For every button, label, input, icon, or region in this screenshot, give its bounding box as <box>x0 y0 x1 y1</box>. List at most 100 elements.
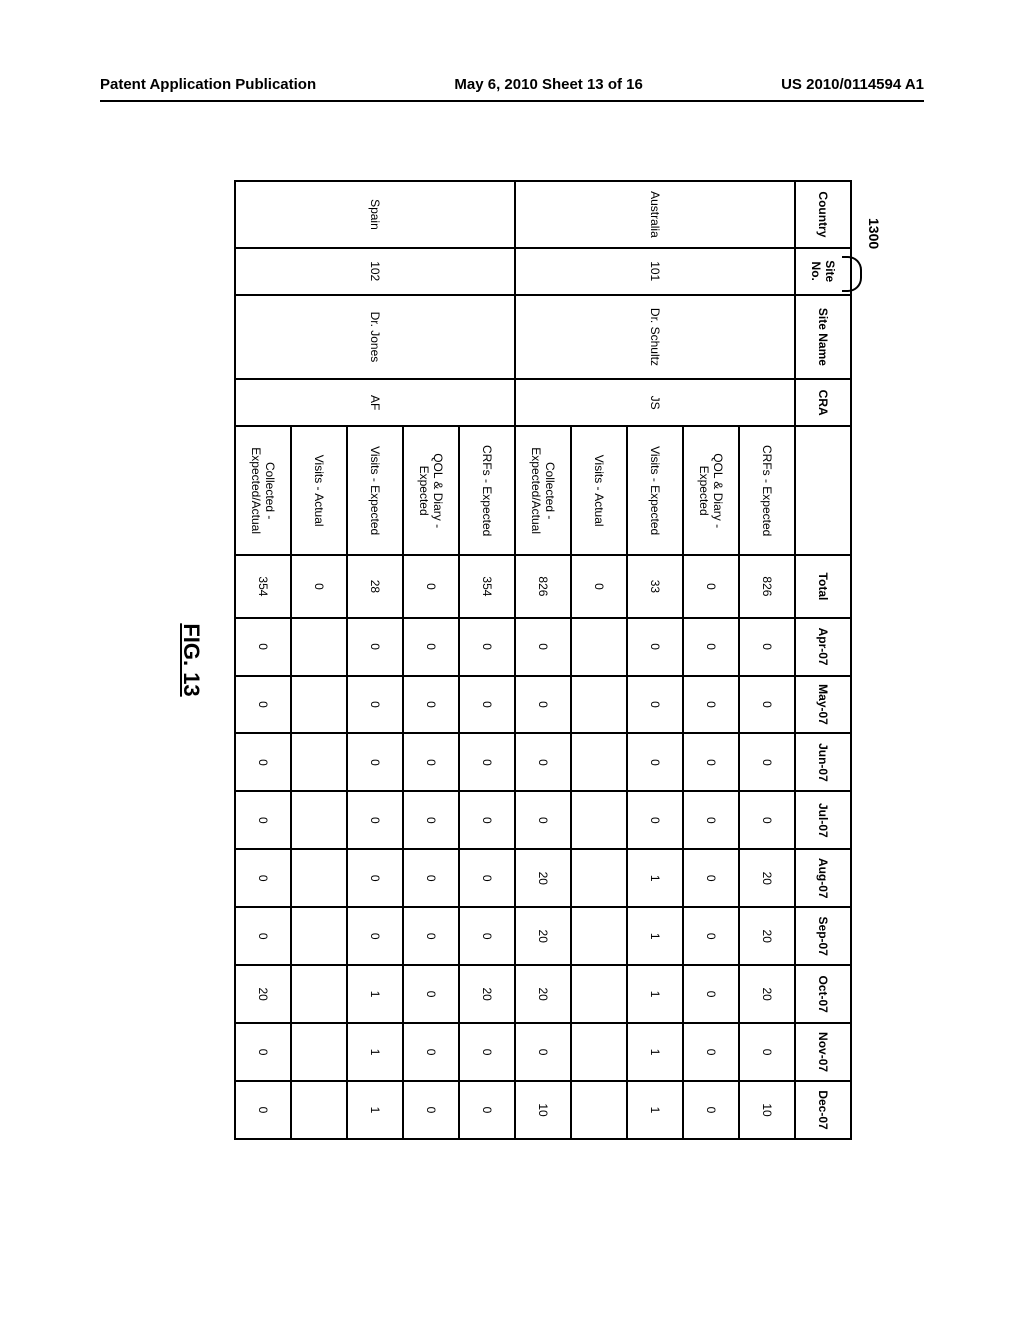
cell-value: 0 <box>515 791 571 849</box>
cell-value <box>571 618 627 676</box>
cell-value: 0 <box>627 791 683 849</box>
cell-sitename: Dr. Schultz <box>515 295 795 380</box>
col-sitename: Site Name <box>795 295 851 380</box>
cell-value: 0 <box>403 1023 459 1081</box>
cell-value: 0 <box>347 676 403 734</box>
cell-country: Australia <box>515 181 795 248</box>
cell-value: 0 <box>347 733 403 791</box>
cell-value: 0 <box>739 733 795 791</box>
table-body: Australia101Dr. SchultzJSCRFs - Expected… <box>235 181 795 1139</box>
col-month: Nov-07 <box>795 1023 851 1081</box>
cell-value: 0 <box>235 849 291 907</box>
cell-siteno: 102 <box>235 248 515 295</box>
cell-value: 0 <box>403 849 459 907</box>
cell-total: 0 <box>683 555 739 617</box>
cell-metric: Visits - Expected <box>347 426 403 555</box>
cell-value: 0 <box>683 676 739 734</box>
col-month: Dec-07 <box>795 1081 851 1139</box>
cell-value: 0 <box>683 849 739 907</box>
cell-value <box>291 1081 347 1139</box>
cell-value: 20 <box>459 965 515 1023</box>
col-country: Country <box>795 181 851 248</box>
cell-siteno: 101 <box>515 248 795 295</box>
cell-value: 0 <box>627 733 683 791</box>
cell-value <box>571 1081 627 1139</box>
cell-value: 0 <box>459 676 515 734</box>
cell-value: 0 <box>459 1023 515 1081</box>
cell-value: 0 <box>683 733 739 791</box>
cell-value <box>571 965 627 1023</box>
data-table: Country Site No. Site Name CRA Total Apr… <box>234 180 852 1140</box>
cell-value: 0 <box>403 733 459 791</box>
cell-total: 0 <box>403 555 459 617</box>
cell-value: 0 <box>683 1081 739 1139</box>
cell-value <box>291 849 347 907</box>
cell-value <box>291 791 347 849</box>
cell-value <box>571 849 627 907</box>
cell-value: 0 <box>683 791 739 849</box>
cell-value: 1 <box>627 849 683 907</box>
figure-area: 1300 Country Site No. Site Name CRA Tota… <box>130 180 900 1140</box>
col-total: Total <box>795 555 851 617</box>
figure-ref-number: 1300 <box>866 218 882 249</box>
cell-sitename: Dr. Jones <box>235 295 515 380</box>
cell-value: 20 <box>235 965 291 1023</box>
cell-value: 0 <box>627 676 683 734</box>
cell-value <box>571 791 627 849</box>
cell-total: 354 <box>235 555 291 617</box>
cell-value: 0 <box>459 1081 515 1139</box>
cell-value <box>571 1023 627 1081</box>
cell-value: 0 <box>683 965 739 1023</box>
col-month: May-07 <box>795 676 851 734</box>
cell-value: 10 <box>515 1081 571 1139</box>
col-month: Apr-07 <box>795 618 851 676</box>
col-month: Aug-07 <box>795 849 851 907</box>
cell-value: 0 <box>403 1081 459 1139</box>
cell-total: 826 <box>515 555 571 617</box>
col-month: Oct-07 <box>795 965 851 1023</box>
cell-value: 0 <box>459 733 515 791</box>
col-month: Jun-07 <box>795 733 851 791</box>
page-header: Patent Application Publication May 6, 20… <box>100 76 924 93</box>
cell-value <box>291 907 347 965</box>
cell-value <box>291 618 347 676</box>
cell-metric: Collected - Expected/Actual <box>515 426 571 555</box>
cell-value: 0 <box>347 849 403 907</box>
cell-value: 1 <box>627 965 683 1023</box>
cell-value: 0 <box>627 618 683 676</box>
cell-metric: QOL & Diary - Expected <box>683 426 739 555</box>
cell-value: 0 <box>403 907 459 965</box>
cell-metric: Collected - Expected/Actual <box>235 426 291 555</box>
cell-value: 20 <box>515 907 571 965</box>
cell-value: 0 <box>235 676 291 734</box>
cell-value: 0 <box>235 733 291 791</box>
cell-value: 20 <box>739 907 795 965</box>
cell-total: 354 <box>459 555 515 617</box>
col-month: Jul-07 <box>795 791 851 849</box>
header-center: May 6, 2010 Sheet 13 of 16 <box>454 76 642 93</box>
header-right: US 2010/0114594 A1 <box>781 76 924 93</box>
cell-value: 1 <box>347 1081 403 1139</box>
header-left: Patent Application Publication <box>100 76 316 93</box>
cell-metric: Visits - Actual <box>291 426 347 555</box>
cell-total: 0 <box>571 555 627 617</box>
cell-total: 826 <box>739 555 795 617</box>
table-header-row: Country Site No. Site Name CRA Total Apr… <box>795 181 851 1139</box>
cell-metric: CRFs - Expected <box>739 426 795 555</box>
cell-value: 0 <box>235 1023 291 1081</box>
cell-value <box>571 907 627 965</box>
cell-value: 1 <box>347 1023 403 1081</box>
cell-value: 20 <box>515 849 571 907</box>
cell-value: 0 <box>235 907 291 965</box>
cell-value: 20 <box>515 965 571 1023</box>
cell-value: 0 <box>459 791 515 849</box>
col-month: Sep-07 <box>795 907 851 965</box>
cell-value: 0 <box>403 676 459 734</box>
cell-value: 0 <box>403 965 459 1023</box>
cell-value: 0 <box>515 1023 571 1081</box>
cell-value <box>571 676 627 734</box>
col-cra: CRA <box>795 379 851 426</box>
cell-metric: CRFs - Expected <box>459 426 515 555</box>
figure-caption: FIG. 13 <box>178 180 204 1140</box>
cell-metric: Visits - Actual <box>571 426 627 555</box>
